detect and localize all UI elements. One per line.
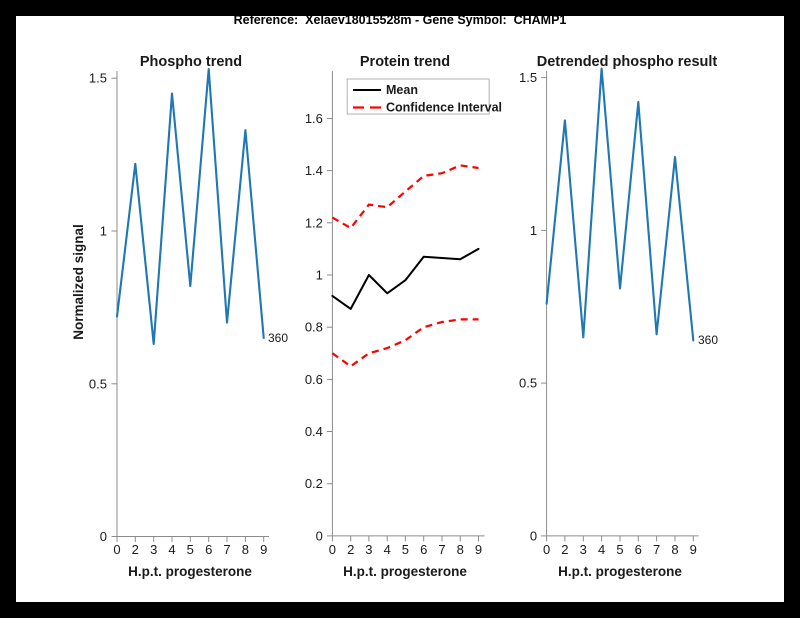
svg-text:4: 4: [598, 542, 605, 557]
svg-text:1: 1: [530, 223, 537, 238]
svg-text:Detrended phospho result: Detrended phospho result: [537, 54, 718, 70]
svg-text:6: 6: [635, 542, 642, 557]
svg-text:7: 7: [653, 542, 660, 557]
svg-text:2: 2: [561, 542, 568, 557]
svg-text:5: 5: [616, 542, 623, 557]
svg-text:H.p.t. progesterone: H.p.t. progesterone: [558, 564, 682, 579]
svg-text:3: 3: [580, 542, 587, 557]
svg-text:0: 0: [530, 528, 537, 543]
svg-text:1.5: 1.5: [519, 70, 537, 85]
svg-text:9: 9: [690, 542, 697, 557]
svg-text:360: 360: [698, 333, 718, 347]
svg-text:0.5: 0.5: [519, 376, 537, 391]
svg-text:8: 8: [671, 542, 678, 557]
svg-text:0: 0: [543, 542, 550, 557]
